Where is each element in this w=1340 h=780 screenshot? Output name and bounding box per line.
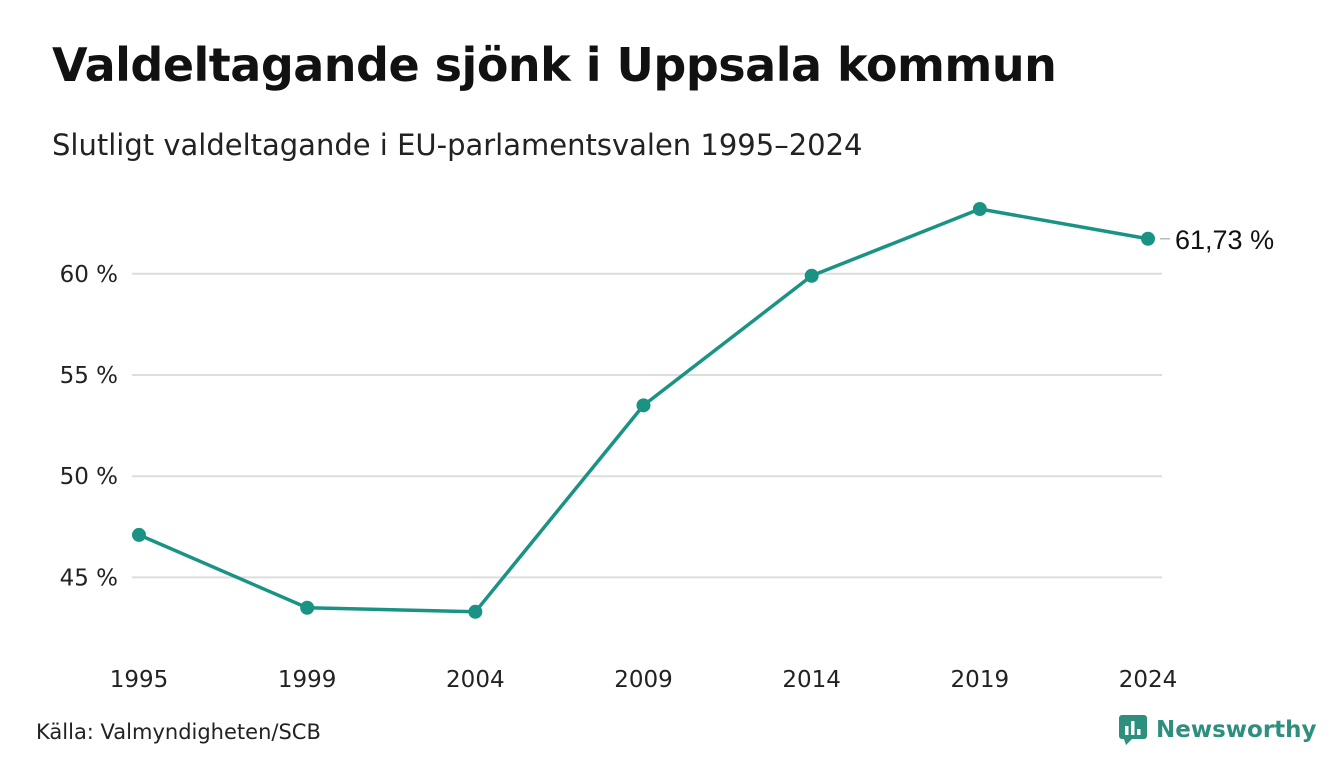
brand-logo: Newsworthy [1118,714,1317,746]
newsworthy-icon [1119,715,1147,745]
x-axis-ticks: 1995 1999 2004 2009 2014 2019 2024 [110,667,1178,693]
y-tick-label: 45 % [60,565,118,591]
y-tick-label: 60 % [60,262,118,288]
data-point [132,527,146,542]
y-tick-label: 55 % [60,363,118,389]
data-point [804,268,819,283]
source-note: Källa: Valmyndigheten/SCB [36,720,321,744]
chart-subtitle: Slutligt valdeltagande i EU-parlamentsva… [52,128,863,162]
data-point [636,398,651,413]
chart-title: Valdeltagande sjönk i Uppsala kommun [52,38,1057,92]
end-label-group: 61,73 % [1160,225,1274,255]
brand-name: Newsworthy [1156,717,1317,743]
series [132,202,1155,619]
data-point [300,600,315,615]
x-tick-label: 1999 [278,667,337,693]
data-point [972,202,987,216]
x-tick-label: 2019 [951,667,1010,693]
y-tick-label: 50 % [60,464,118,490]
x-tick-label: 2004 [446,667,505,693]
end-value-label: 61,73 % [1175,225,1274,255]
x-tick-label: 2009 [614,667,673,693]
grid-lines [132,272,1162,579]
x-tick-label: 2024 [1119,667,1178,693]
x-tick-label: 2014 [782,667,841,693]
x-tick-label: 1995 [110,667,169,693]
y-axis-ticks: 45 % 50 % 55 % 60 % [60,262,118,592]
data-point [468,604,483,619]
data-point [1141,231,1155,246]
